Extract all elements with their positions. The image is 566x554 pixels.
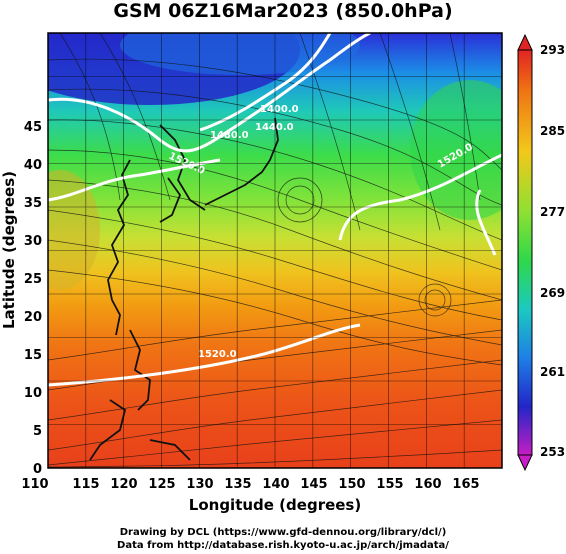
colorbar-label: 253 xyxy=(540,445,565,459)
y-tick-label: 5 xyxy=(33,424,42,439)
colorbar-label: 285 xyxy=(540,124,565,138)
colorbar-top-triangle xyxy=(517,33,533,51)
contour-label: 1520.0 xyxy=(198,349,237,360)
y-tick-label: 45 xyxy=(24,120,42,135)
warm-pocket xyxy=(410,80,502,220)
height-contours xyxy=(48,33,502,387)
page-title: GSM 06Z16Mar2023 (850.0hPa) xyxy=(113,0,453,22)
contour-label: 1400.0 xyxy=(260,104,299,115)
x-tick-label: 135 xyxy=(224,477,251,492)
y-tick-label: 0 xyxy=(33,462,42,477)
warm-pocket xyxy=(48,170,100,290)
x-tick-label: 130 xyxy=(186,477,213,492)
x-tick-label: 160 xyxy=(414,477,441,492)
x-tick-label: 165 xyxy=(452,477,479,492)
contour-label: 1440.0 xyxy=(255,122,294,133)
x-tick-label: 140 xyxy=(262,477,289,492)
colorbar-label: 269 xyxy=(540,286,565,300)
x-axis-title: Longitude (degrees) xyxy=(189,496,361,514)
map-field: 1400.0 1440.0 1480.0 1520.0 1520.0 1520.… xyxy=(48,33,502,468)
credit-line: Data from http://database.rish.kyoto-u.a… xyxy=(117,540,449,551)
y-tick-label: 10 xyxy=(24,386,42,401)
x-tick-label: 115 xyxy=(72,477,99,492)
y-axis-title: Latitude (degrees) xyxy=(0,171,18,329)
colorbar-label: 277 xyxy=(540,205,565,219)
x-tick-label: 155 xyxy=(376,477,403,492)
coastline xyxy=(89,117,279,461)
x-tick-label: 145 xyxy=(300,477,327,492)
contour-label: 1480.0 xyxy=(210,130,249,141)
x-tick-label: 120 xyxy=(110,477,137,492)
x-tick-label: 125 xyxy=(148,477,175,492)
colorbar-bottom-triangle xyxy=(517,454,533,472)
x-axis: 110 115 120 125 130 135 140 145 150 155 … xyxy=(21,477,479,492)
colorbar-gradient xyxy=(518,50,532,455)
y-tick-label: 35 xyxy=(24,196,42,211)
y-tick-label: 15 xyxy=(24,348,42,363)
y-axis: 0 5 10 15 20 25 30 35 40 45 xyxy=(24,120,42,477)
y-tick-label: 30 xyxy=(24,234,42,249)
grid-lines xyxy=(48,33,502,468)
y-tick-label: 25 xyxy=(24,272,42,287)
plot-frame xyxy=(47,32,503,469)
streamlines xyxy=(48,33,502,468)
x-tick-label: 110 xyxy=(21,477,48,492)
y-tick-label: 40 xyxy=(24,158,42,173)
colorbar-label: 293 xyxy=(540,43,565,57)
y-tick-label: 20 xyxy=(24,310,42,325)
colorbar-label: 261 xyxy=(540,365,565,379)
credit-line: Drawing by DCL (https://www.gfd-dennou.o… xyxy=(119,527,447,538)
x-tick-label: 150 xyxy=(338,477,365,492)
colorbar: 293 285 277 269 261 253 xyxy=(517,33,565,472)
